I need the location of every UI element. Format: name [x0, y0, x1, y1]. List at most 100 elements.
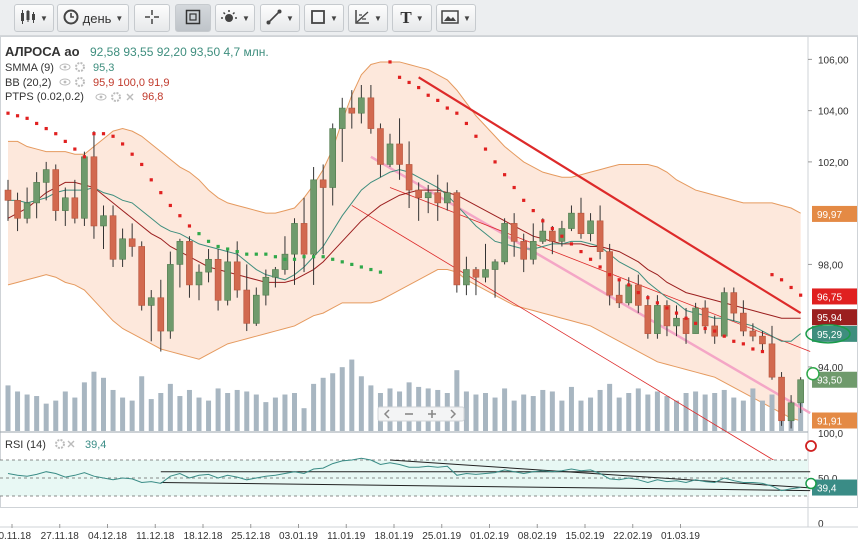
image-tool-button[interactable]: ▼	[436, 4, 476, 32]
bull-candle	[673, 317, 680, 327]
frame-icon	[185, 9, 201, 28]
volume-bar	[311, 383, 317, 431]
bear-candle	[405, 164, 413, 191]
date-tick-label: 08.02.19	[518, 531, 557, 542]
psar-dot	[292, 257, 297, 261]
fib-tool-button[interactable]: ▼	[348, 4, 388, 32]
psar-dot	[608, 273, 612, 277]
volume-bar	[492, 397, 498, 431]
psar-dot	[512, 185, 516, 190]
bull-candle	[529, 241, 537, 260]
bear-candle	[186, 241, 193, 286]
period-button[interactable]: день ▼	[57, 4, 129, 32]
volume-bar	[559, 400, 565, 431]
crosshair-button[interactable]	[134, 4, 170, 32]
psar-dot	[417, 85, 421, 90]
bear-candle	[128, 238, 136, 247]
volume-bar	[731, 397, 737, 431]
close-icon[interactable]	[126, 93, 134, 101]
chart-area[interactable]: 106,00 104,00 102,00 98,00 94,00 100,0 50,0 0 99…	[0, 36, 858, 544]
psar-dot	[302, 255, 306, 259]
chevron-right-icon[interactable]	[450, 409, 457, 419]
price-tick-label: 98,00	[818, 260, 843, 271]
bull-candle	[424, 192, 432, 199]
channel-line	[351, 205, 811, 483]
psar-dot	[760, 349, 765, 354]
shape-tool-button[interactable]: ▼	[304, 4, 344, 32]
gear-icon[interactable]	[55, 439, 65, 449]
bar-type-button[interactable]: ▼	[14, 4, 54, 32]
bull-candle	[176, 241, 184, 265]
volume-bar	[530, 396, 536, 431]
psar-dot	[206, 239, 211, 243]
psar-dot	[140, 162, 144, 167]
bull-candle	[42, 169, 50, 183]
gear-icon[interactable]	[75, 62, 85, 72]
bb-upper-line	[8, 61, 801, 214]
psar-dot	[6, 111, 10, 115]
smma-line	[8, 169, 801, 342]
bull-candle	[654, 305, 661, 334]
rsi-line	[7, 457, 801, 492]
bear-candle	[157, 297, 165, 332]
psar-dot	[722, 334, 726, 338]
eye-icon[interactable]	[59, 63, 71, 71]
bull-candle	[61, 197, 69, 211]
bb-label: BB (20,2)	[5, 77, 51, 89]
close-icon[interactable]	[67, 440, 75, 448]
psar-dot	[560, 234, 564, 238]
volume-bar	[607, 383, 613, 431]
volume-bar	[645, 394, 651, 431]
bear-candle	[138, 246, 145, 306]
psar-dot	[522, 198, 526, 202]
indicators-button[interactable]: ▼	[215, 4, 255, 32]
bear-candle	[319, 179, 327, 188]
bull-candle	[568, 212, 575, 229]
gear-icon[interactable]	[75, 77, 85, 87]
date-tick-label: 03.01.19	[279, 531, 318, 542]
price-chart[interactable]: 106,00 104,00 102,00 98,00 94,00 100,0 50,0 0 99…	[0, 36, 858, 544]
volume-bar	[588, 397, 594, 431]
psar-dot	[159, 191, 163, 195]
line-tool-button[interactable]: ▼	[260, 4, 300, 32]
bull-candle	[167, 264, 174, 332]
psar-dot	[226, 247, 230, 251]
date-tick-label: 20.11.18	[0, 531, 32, 542]
text-tool-button[interactable]: T ▼	[392, 4, 432, 32]
price-badge-label: 95,94	[817, 313, 842, 324]
volume-bar	[769, 394, 775, 431]
volume-bar	[62, 391, 68, 431]
bull-candle	[224, 261, 231, 301]
bull-candle	[386, 143, 394, 165]
volume-bar	[91, 371, 97, 431]
date-tick-label: 11.01.19	[327, 531, 366, 542]
bull-candle	[587, 220, 594, 234]
psar-dot	[779, 278, 784, 282]
frame-button[interactable]	[175, 4, 211, 32]
bear-candle	[377, 128, 384, 165]
volume-bar	[521, 394, 527, 431]
gear-icon[interactable]	[111, 92, 121, 102]
psar-dot	[541, 219, 545, 223]
bull-candle	[253, 294, 260, 324]
bear-candle	[243, 289, 251, 324]
psar-dot	[445, 106, 449, 110]
bear-candle	[453, 192, 461, 286]
psar-dot	[216, 244, 220, 249]
eye-icon[interactable]	[59, 78, 71, 86]
psar-dot	[378, 270, 383, 274]
plus-icon[interactable]	[428, 410, 436, 418]
volume-bar	[540, 389, 546, 431]
bull-candle	[23, 202, 31, 219]
chart-toolbar: ▼ день ▼ ▼ ▼ ▼ ▼ T ▼	[0, 0, 858, 36]
price-tick-label: 106,00	[818, 55, 849, 66]
bear-candle	[415, 189, 422, 199]
psar-dot	[245, 252, 249, 256]
bear-candle	[396, 143, 403, 165]
bull-candle	[329, 128, 337, 188]
psar-dot	[436, 98, 440, 102]
chevron-left-icon[interactable]	[383, 409, 390, 419]
eye-icon[interactable]	[95, 93, 107, 101]
psar-dot	[694, 321, 698, 325]
bear-candle	[300, 223, 308, 255]
